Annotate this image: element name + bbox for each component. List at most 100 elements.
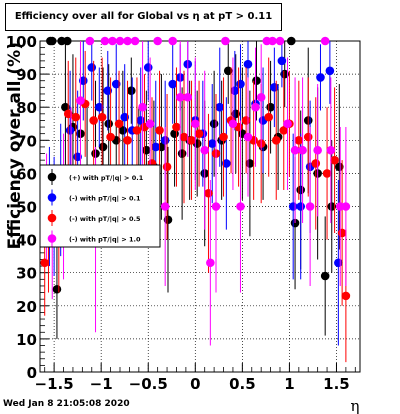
data-point (313, 145, 322, 155)
data-point (322, 169, 332, 178)
data-point (221, 36, 230, 46)
data-point (270, 83, 279, 92)
data-point (108, 36, 117, 46)
x-tick-label: −0.5 (129, 375, 168, 393)
data-point (200, 145, 210, 155)
data-point (236, 79, 245, 89)
data-point (65, 126, 75, 135)
data-point (132, 126, 142, 135)
data-point (142, 145, 151, 155)
data-point (190, 119, 200, 129)
data-point (222, 159, 231, 168)
data-point (327, 202, 337, 211)
data-point (230, 86, 240, 95)
x-tick-label: −1 (90, 375, 113, 393)
data-point (52, 284, 62, 294)
data-point (290, 145, 300, 155)
data-point (341, 291, 351, 301)
data-point (207, 139, 217, 148)
data-point (275, 36, 285, 46)
y-tick-label: 0 (27, 364, 37, 382)
data-point (61, 102, 70, 112)
chart-title: Efficiency over all for Global vs η at p… (14, 11, 273, 22)
data-point (143, 63, 153, 72)
data-point (111, 79, 121, 89)
data-point (89, 116, 98, 125)
x-tick-label: 0.5 (229, 375, 256, 393)
data-point (123, 36, 132, 46)
data-point (162, 162, 172, 172)
data-point (104, 119, 114, 129)
legend-label: (+) with pT/|q| > 0.1 (69, 174, 144, 183)
data-point (62, 36, 72, 46)
data-point (325, 66, 335, 76)
data-point (47, 36, 57, 46)
x-tick-label: 1 (284, 375, 294, 393)
data-point (126, 86, 136, 95)
data-point (179, 132, 189, 142)
data-point (264, 112, 274, 122)
y-tick-label: 30 (16, 265, 37, 283)
data-point (305, 202, 315, 211)
data-point (268, 36, 277, 46)
y-tick-label: 10 (16, 331, 37, 349)
data-point (168, 36, 178, 46)
data-point (326, 145, 336, 155)
data-point (280, 69, 290, 79)
data-point (153, 36, 162, 46)
data-point (130, 36, 140, 46)
data-point (252, 76, 261, 86)
data-point (97, 112, 107, 122)
chart-title-box: Efficiency over all for Global vs η at p… (5, 3, 282, 31)
y-tick-label: 90 (16, 66, 37, 84)
data-point (286, 36, 296, 46)
data-point (341, 202, 351, 211)
data-point (243, 59, 253, 69)
data-point (145, 119, 155, 129)
data-point (163, 215, 173, 225)
legend: (+) with pT/|q| > 0.1 (-) with pT/|q| > 0… (39, 164, 161, 248)
data-point (71, 112, 81, 122)
data-point (187, 136, 196, 145)
y-axis-label: Efficiency over all (%) (5, 42, 25, 249)
data-point (206, 258, 215, 268)
x-tick-label: −1.5 (35, 375, 74, 393)
data-point (114, 119, 124, 129)
data-point (183, 92, 193, 102)
data-point (211, 202, 221, 211)
y-tick-label: 70 (16, 132, 37, 150)
data-point (76, 96, 85, 105)
data-point (103, 86, 113, 95)
data-point (256, 92, 266, 102)
y-tick-label: 50 (16, 199, 37, 217)
data-point (168, 79, 178, 89)
data-point (243, 132, 253, 142)
data-point (251, 102, 260, 112)
data-point (288, 202, 298, 211)
data-point (138, 102, 147, 112)
data-point (277, 56, 287, 66)
legend-marker (47, 234, 57, 243)
data-point (209, 119, 219, 129)
data-point (85, 36, 95, 46)
data-point (320, 36, 330, 46)
data-point (283, 119, 292, 129)
data-point (279, 126, 289, 135)
data-point (266, 102, 275, 112)
data-point (294, 136, 304, 145)
data-point (298, 145, 307, 155)
x-tick-label: 1.5 (323, 375, 350, 393)
x-tick-label: 0 (190, 375, 200, 393)
data-point (155, 126, 164, 135)
axis-layer: 0 10 20 30 40 50 60 70 80 90 100 −1.5 −1 −0.5 0 0.5 1 1.5 (6, 33, 356, 393)
data-point (160, 202, 170, 211)
y-tick-label: 40 (16, 232, 37, 250)
data-point (271, 136, 281, 145)
legend-marker (47, 193, 57, 202)
data-point (334, 258, 343, 268)
data-point (106, 132, 115, 142)
legend-label: (-) with pT/|q| > 0.5 (69, 215, 141, 224)
data-point (123, 136, 132, 145)
data-point (98, 142, 108, 152)
